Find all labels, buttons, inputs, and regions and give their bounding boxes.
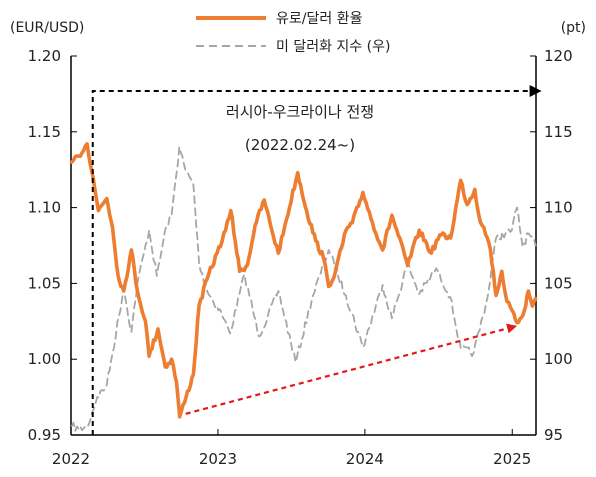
war-arrowhead — [529, 85, 542, 97]
left-tick-label: 1.10 — [28, 199, 61, 217]
legend-label-dxy: 미 달러화 지수 (우) — [276, 39, 390, 55]
x-tick-label: 2024 — [346, 450, 384, 468]
trend-arrowhead — [506, 323, 518, 334]
x-axis-ticks: 2022 2023 2024 2025 — [52, 429, 531, 468]
right-tick-label: 105 — [544, 274, 573, 292]
left-tick-label: 1.05 — [28, 274, 61, 292]
left-tick-label: 1.20 — [28, 47, 61, 65]
series-line-eurusd — [70, 142, 538, 419]
right-tick-label: 115 — [544, 123, 573, 141]
x-tick-label: 2023 — [199, 450, 237, 468]
left-axis-unit-label: (EUR/USD) — [10, 20, 84, 36]
right-axis-ticks: 95 100 105 110 115 120 — [530, 47, 573, 444]
series-line-dxy — [70, 146, 537, 432]
left-tick-label: 1.00 — [28, 350, 61, 368]
war-annotation-date: (2022.02.24~) — [245, 136, 355, 154]
x-tick-label: 2022 — [52, 450, 90, 468]
x-tick-label: 2025 — [493, 450, 531, 468]
left-tick-label: 1.15 — [28, 123, 61, 141]
war-bracket-line — [91, 90, 530, 435]
right-tick-label: 95 — [544, 426, 563, 444]
chart-legend: 유로/달러 환율 미 달러화 지수 (우) — [196, 11, 390, 55]
left-axis-ticks: 0.95 1.00 1.05 1.10 1.15 1.20 — [28, 47, 77, 444]
trend-annotation — [185, 323, 518, 415]
right-tick-label: 110 — [544, 199, 573, 217]
right-tick-label: 100 — [544, 350, 573, 368]
trend-arrow-line — [185, 327, 508, 415]
right-tick-label: 120 — [544, 47, 573, 65]
legend-label-eurusd: 유로/달러 환율 — [276, 11, 363, 27]
left-tick-label: 0.95 — [28, 426, 61, 444]
war-annotation: 러시아-우크라이나 전쟁 (2022.02.24~) — [91, 85, 542, 435]
series-layer — [70, 142, 538, 432]
right-axis-unit-label: (pt) — [561, 20, 586, 36]
war-annotation-label: 러시아-우크라이나 전쟁 — [226, 103, 374, 121]
